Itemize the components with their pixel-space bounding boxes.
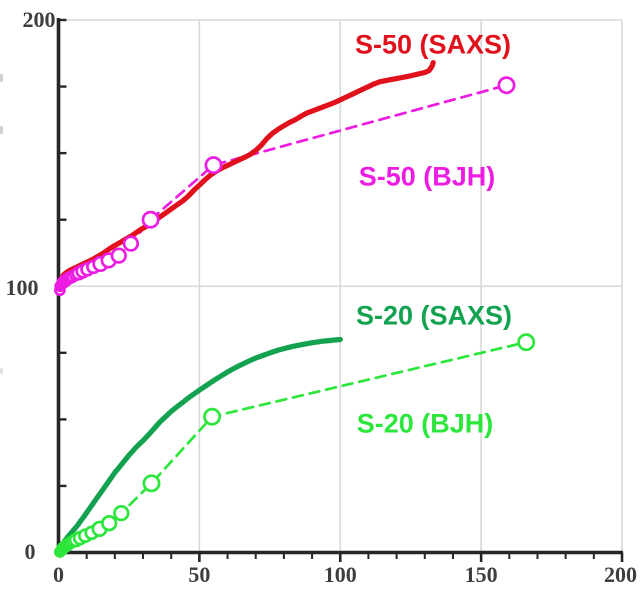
data-point-marker-s-20-bjh bbox=[203, 407, 222, 426]
series-label-s50-bjh: S-50 (BJH) bbox=[358, 161, 496, 192]
data-point-marker-s-50-bjh bbox=[110, 247, 127, 264]
x-tick-label: 200 bbox=[604, 562, 637, 587]
data-point-marker-s-50-bjh bbox=[204, 156, 223, 175]
x-tick-label: 50 bbox=[188, 562, 210, 587]
x-tick-label: 100 bbox=[324, 562, 357, 587]
data-point-marker-s-50-bjh bbox=[497, 76, 516, 95]
series-label-s20-bjh: S-20 (BJH) bbox=[356, 408, 494, 439]
cropped-left-edge-artifact bbox=[0, 74, 3, 82]
y-tick-label: 100 bbox=[6, 275, 39, 300]
series-label-s50-saxs: S-50 (SAXS) bbox=[354, 29, 512, 60]
series-line-s-20-saxs bbox=[55, 336, 343, 554]
data-point-marker-s-20-bjh bbox=[142, 474, 161, 493]
x-tick-label: 150 bbox=[465, 562, 498, 587]
series-line-s-20-bjh bbox=[58, 340, 528, 554]
data-point-marker-s-20-bjh bbox=[101, 515, 118, 532]
y-tick-label: 200 bbox=[23, 7, 56, 32]
data-point-marker-s-50-bjh bbox=[122, 235, 140, 252]
series-line-s-50-saxs bbox=[55, 60, 436, 292]
data-point-marker-s-20-bjh bbox=[113, 504, 130, 522]
data-point-marker-s-20-bjh bbox=[517, 333, 536, 352]
cropped-left-edge-artifact bbox=[0, 368, 3, 374]
data-point-marker-s-50-bjh bbox=[141, 210, 160, 229]
series-label-s20-saxs: S-20 (SAXS) bbox=[355, 300, 513, 331]
cropped-left-edge-artifact bbox=[0, 126, 3, 134]
x-tick-label: 0 bbox=[53, 562, 64, 587]
y-tick-label: 0 bbox=[25, 539, 36, 564]
